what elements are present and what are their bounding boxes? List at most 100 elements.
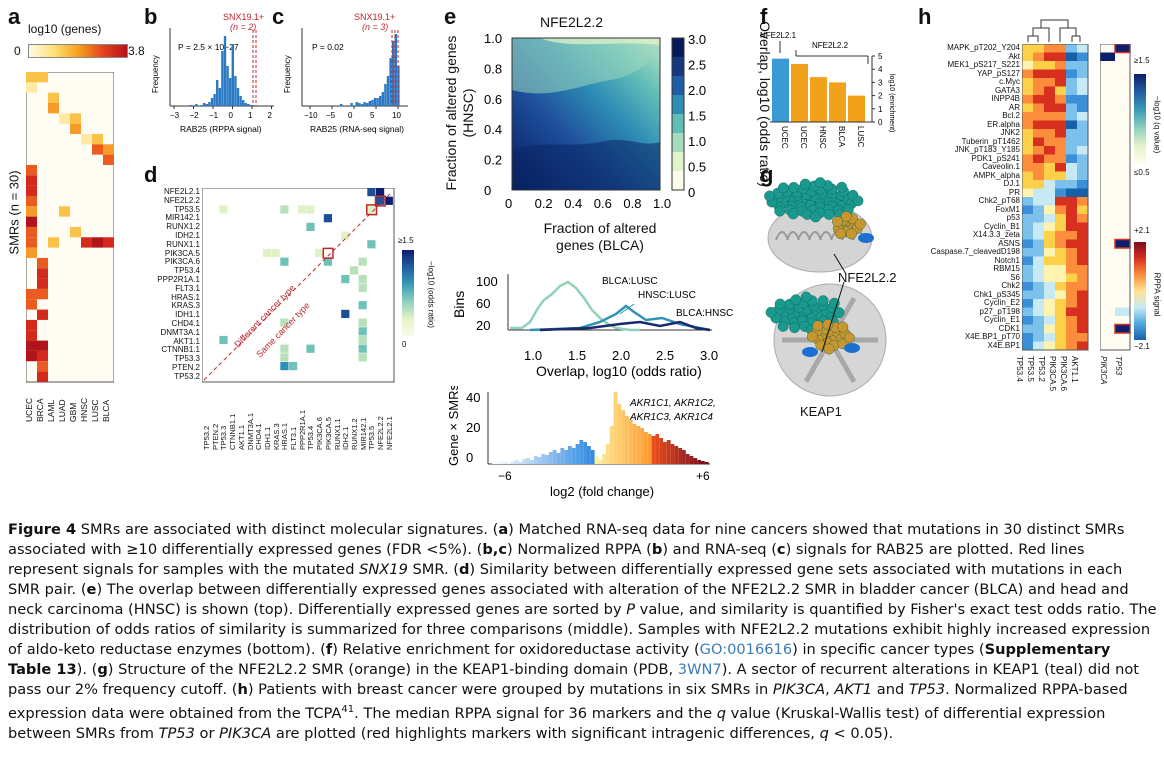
e-cbar-seg	[672, 152, 684, 171]
g-orange-top-13	[854, 218, 866, 230]
c-tick-label: −10	[304, 111, 318, 120]
f-ytick-label: 0	[878, 118, 883, 127]
go-link[interactable]: GO:0016616	[699, 641, 793, 658]
panel-a-heatmap	[26, 72, 114, 383]
h-row-label: Chk2_pT68	[978, 196, 1020, 205]
h-cell-27-0	[1022, 273, 1033, 282]
h-cell-22-5	[1077, 231, 1088, 240]
h-q-pik-24	[1100, 248, 1115, 257]
c-tick-label: −5	[326, 111, 336, 120]
h-cell-19-4	[1066, 205, 1077, 214]
h-col-label: AKT1.1	[1070, 356, 1079, 383]
d-cell-7	[297, 205, 306, 214]
h-cell-31-2	[1044, 307, 1055, 316]
e-cbar-tick: 2.5	[688, 58, 706, 73]
g-label2: KEAP1	[800, 404, 842, 419]
h-cell-20-5	[1077, 214, 1088, 223]
h-cell-8-2	[1044, 112, 1055, 121]
e-fc-bar-44	[659, 438, 663, 464]
h-q-pik-2	[1100, 61, 1115, 70]
supp-link[interactable]: Supplementary Table 13	[8, 641, 1111, 678]
h-cell-34-2	[1044, 333, 1055, 342]
h-cell-2-2	[1044, 61, 1055, 70]
d-row-label: TP53.2	[174, 371, 200, 381]
e-fc-bar-14	[545, 455, 549, 464]
d-col-label: IDH1.1	[262, 426, 272, 450]
c-bar-18	[386, 76, 390, 106]
e-cbar-frame	[671, 37, 685, 191]
h-row-label: Bcl.2	[1002, 111, 1020, 120]
e-fc-bar-23	[579, 440, 584, 464]
b-bar-4	[200, 105, 203, 106]
g-teal-bot-31	[817, 295, 829, 307]
h-cell-10-3	[1055, 129, 1066, 138]
a-cell-29	[37, 268, 48, 279]
h-row-label: RBM15	[993, 264, 1020, 273]
h-cell-4-1	[1033, 78, 1044, 87]
h-cell-16-3	[1055, 180, 1066, 189]
d-cell-11	[367, 240, 376, 249]
panel-d-label: d	[144, 162, 158, 187]
h-q-tp53-17	[1115, 188, 1130, 197]
h-q-tp53-2	[1115, 61, 1130, 70]
h-cell-33-4	[1066, 324, 1077, 333]
h-q-tp53-5	[1115, 86, 1130, 95]
h-col-label: PIK3CA.6	[1059, 356, 1068, 392]
h-cell-5-5	[1077, 86, 1088, 95]
h-cell-13-2	[1044, 154, 1055, 163]
a-cell-37	[26, 340, 37, 351]
e-cbar-tick: 0.5	[688, 160, 706, 175]
h-q-pik-8	[1100, 112, 1115, 121]
h-cell-3-0	[1022, 69, 1033, 78]
panel-f-label: f	[760, 4, 768, 29]
d-highlight-2	[322, 247, 334, 259]
a-cell-30	[37, 278, 48, 289]
e-mid-ytick: 20	[476, 318, 490, 333]
d-cell-24	[280, 344, 289, 353]
e-mid-xtick: 3.0	[700, 348, 718, 363]
a-cell-31	[26, 288, 37, 300]
f-bar-2	[810, 77, 827, 122]
b-bar-20	[242, 100, 245, 106]
panel-d-matrix: Different cancer type Same cancer type	[202, 188, 395, 383]
pdb-link[interactable]: 3WN7	[677, 661, 722, 678]
e-fc-bar-15	[549, 452, 553, 464]
h-q-pik-28	[1100, 282, 1115, 291]
e-cbar-seg	[672, 57, 684, 76]
h-cell-14-5	[1077, 163, 1088, 172]
h-cell-33-1	[1033, 324, 1044, 333]
c-bar-20	[392, 41, 395, 106]
h-cell-26-1	[1033, 265, 1044, 274]
h-cell-35-1	[1033, 341, 1044, 350]
d-col-label: FLT3.1	[289, 426, 298, 450]
d-cell-33	[271, 248, 280, 258]
h-q-tp53-23	[1115, 239, 1130, 248]
h-cell-16-1	[1033, 180, 1044, 189]
d-cell-3	[376, 196, 385, 205]
h-cell-5-2	[1044, 86, 1055, 95]
d-cell-19	[341, 309, 350, 318]
c-bar-0	[340, 104, 343, 106]
e-cbar-tick: 1.5	[688, 109, 706, 124]
c-bar-16	[381, 92, 384, 106]
h-cell-8-3	[1055, 112, 1066, 121]
b-bar-22	[247, 104, 250, 106]
panel-b-label: b	[144, 4, 158, 29]
h-cell-2-4	[1066, 61, 1077, 70]
a-cell-16	[26, 195, 37, 207]
h-cell-11-5	[1077, 137, 1088, 146]
e-fc-bar-13	[541, 454, 546, 464]
d-cell-35	[358, 301, 367, 310]
panel-h-label: h	[918, 4, 932, 29]
h-q-tp53-25	[1115, 256, 1130, 265]
c-bar-21	[394, 34, 397, 106]
h-cell-16-4	[1066, 180, 1077, 189]
h-q-tp53-8	[1115, 112, 1130, 121]
h-cell-17-5	[1077, 188, 1088, 197]
h-q-top: ≥1.5	[1134, 56, 1150, 65]
h-cell-30-0	[1022, 299, 1033, 308]
h-q-pik-0	[1100, 44, 1115, 53]
e-fc-bar-6	[514, 460, 519, 464]
a-cell-26	[103, 237, 114, 248]
f-label2: NFE2L2.2	[812, 41, 849, 50]
